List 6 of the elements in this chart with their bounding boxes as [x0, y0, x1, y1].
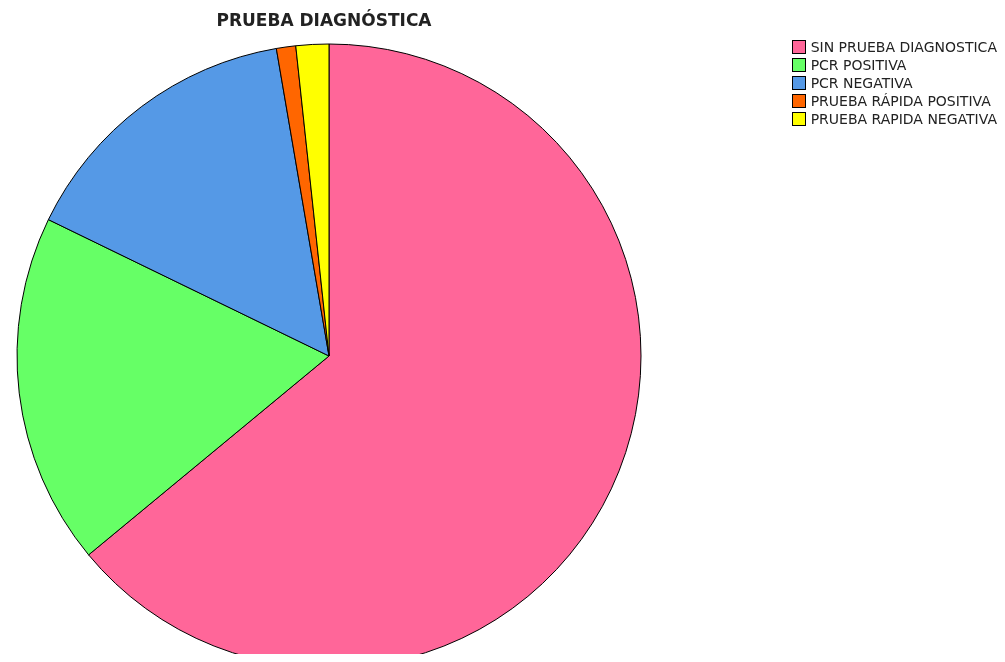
legend-label: PRUEBA RAPIDA NEGATIVA [810, 110, 997, 128]
chart-title: PRUEBA DIAGNÓSTICA [215, 10, 433, 30]
legend-label: PRUEBA RÁPIDA POSITIVA [810, 92, 991, 110]
legend-label: SIN PRUEBA DIAGNOSTICA [810, 38, 997, 56]
legend-label: PCR NEGATIVA [810, 74, 913, 92]
legend-label: PCR POSITIVA [810, 56, 907, 74]
